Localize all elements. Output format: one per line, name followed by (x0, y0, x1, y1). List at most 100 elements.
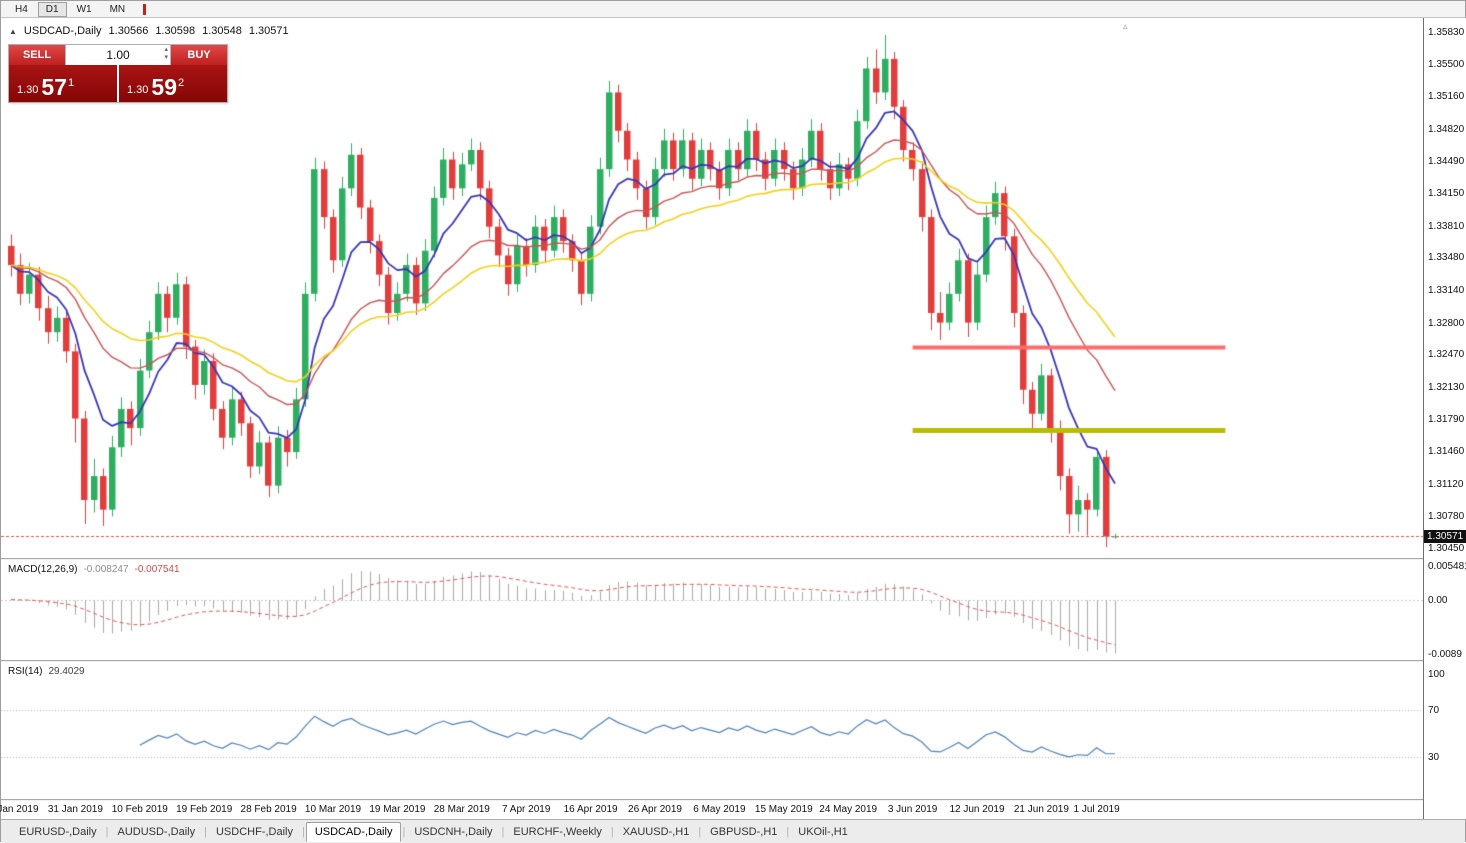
date-label: 22 Jan 2019 (0, 804, 39, 815)
macd-title: MACD(12,26,9) (8, 564, 78, 575)
tab-eurchf-weekly[interactable]: EURCHF-,Weekly (513, 825, 602, 838)
price-tick: 1.31790 (1428, 414, 1465, 426)
date-label: 7 Apr 2019 (502, 804, 551, 815)
rsi-indicator-label: RSI(14) 29.4029 (8, 666, 85, 677)
date-label: 24 May 2019 (819, 804, 878, 815)
price-tick: 1.32800 (1428, 317, 1465, 329)
one-click-trading-panel: SELL 1.00 ▴ ▾ BUY 1.30 57 1 1.30 (8, 44, 228, 103)
rsi-value: 29.4029 (48, 666, 85, 677)
buy-price-prefix: 1.30 (127, 84, 149, 96)
tab-usdcad-daily[interactable]: USDCAD-,Daily (305, 821, 402, 842)
date-label: 28 Mar 2019 (433, 804, 490, 815)
price-tick: 1.33140 (1428, 285, 1465, 296)
price-tick: 1.31460 (1428, 446, 1465, 458)
pane-separator[interactable] (1, 660, 1466, 662)
date-label: 10 Mar 2019 (304, 804, 362, 815)
price-tick: 1.31120 (1428, 478, 1464, 490)
date-label: 26 Apr 2019 (628, 804, 682, 815)
price-tick: 1.34820 (1428, 123, 1465, 135)
tab-xauusd-h1[interactable]: XAUUSD-,H1 (622, 825, 690, 838)
volume-field[interactable]: 1.00 ▴ ▾ (65, 45, 171, 65)
sell-price-prefix: 1.30 (17, 84, 39, 96)
price-tick: 1.34490 (1428, 155, 1465, 167)
price-tick: 1.30450 (1428, 543, 1465, 554)
tab-separator: | (105, 825, 109, 838)
rsi-axis-label: 30 (1428, 752, 1440, 764)
chart-symbol-label: USDCAD-,Daily (23, 25, 102, 37)
chart-region: ▲ USDCAD-,Daily 1.30566 1.30598 1.30548 … (0, 18, 1466, 819)
macd-indicator-canvas[interactable] (1, 560, 1423, 660)
tab-separator: | (402, 825, 406, 838)
volume-value[interactable]: 1.00 (106, 48, 130, 62)
volume-up-icon[interactable]: ▴ (164, 46, 168, 53)
chart-title: ▲ USDCAD-,Daily 1.30566 1.30598 1.30548 … (9, 25, 289, 37)
tab-audusd-daily[interactable]: AUDUSD-,Daily (117, 825, 196, 838)
date-label: 3 Jun 2019 (887, 804, 938, 815)
price-tick: 1.33480 (1428, 252, 1465, 264)
pane-separator[interactable] (1, 558, 1466, 560)
rsi-axis-label: 100 (1428, 669, 1445, 680)
date-label: 16 Apr 2019 (563, 804, 618, 815)
tab-eurusd-daily[interactable]: EURUSD-,Daily (19, 825, 97, 838)
macd-indicator-label: MACD(12,26,9) -0.008247 -0.007541 (8, 564, 180, 575)
timeframe-toolbar: H4 D1 W1 MN (1, 1, 1465, 18)
ohlc-low-value: 1.30548 (202, 25, 242, 37)
date-label: 6 May 2019 (693, 804, 746, 815)
price-axis[interactable]: 1.30571 1.35830 1.35500 1.35160 1.34820 1.34… (1423, 18, 1466, 819)
tab-separator: | (786, 825, 790, 838)
tab-separator: | (698, 825, 702, 838)
tab-separator: | (301, 825, 305, 838)
buy-price-box[interactable]: 1.30 59 2 (119, 65, 227, 102)
sell-button[interactable]: SELL (9, 45, 65, 65)
date-label: 31 Jan 2019 (47, 804, 103, 815)
ohlc-high-value: 1.30598 (155, 25, 196, 37)
timeframe-button-w1[interactable]: W1 (76, 3, 92, 15)
tab-usdcnh-daily[interactable]: USDCNH-,Daily (414, 825, 493, 838)
macd-axis-label: 0.005481 (1428, 561, 1466, 572)
symbol-triangle-icon: ▲ (9, 26, 17, 36)
date-axis[interactable]: 22 Jan 2019 31 Jan 2019 10 Feb 2019 19 Feb … (0, 801, 1423, 819)
tab-separator: | (501, 825, 505, 838)
macd-axis-label: -0.0089 (1428, 649, 1462, 660)
pane-separator (1, 799, 1466, 801)
tab-gbpusd-h1[interactable]: GBPUSD-,H1 (710, 825, 778, 838)
tab-usdchf-daily[interactable]: USDCHF-,Daily (215, 825, 293, 838)
date-label: 12 Jun 2019 (949, 804, 1005, 815)
buy-button[interactable]: BUY (171, 45, 227, 65)
timeframe-button-mn[interactable]: MN (109, 3, 126, 15)
chart-shift-marker-icon[interactable]: ▵ (1123, 21, 1128, 31)
buy-price-big-digits: 59 (151, 74, 178, 100)
macd-axis-label: 0.00 (1428, 594, 1448, 606)
current-price-badge: 1.30571 (1424, 530, 1466, 544)
date-label: 10 Feb 2019 (111, 804, 168, 815)
price-tick: 1.34150 (1428, 188, 1465, 200)
toolbar-red-separator (143, 3, 147, 15)
tab-ukoil-h1[interactable]: UKOil-,H1 (798, 825, 848, 838)
buy-price-pipette: 2 (178, 77, 185, 89)
ohlc-open-value: 1.30566 (108, 25, 149, 37)
date-label: 19 Feb 2019 (176, 804, 233, 815)
sell-price-pipette: 1 (68, 77, 75, 89)
timeframe-button-h4[interactable]: H4 (15, 3, 28, 15)
rsi-axis-label: 70 (1428, 704, 1440, 716)
rsi-title: RSI(14) (8, 666, 43, 677)
timeframe-button-d1[interactable]: D1 (37, 1, 67, 17)
price-tick: 1.32130 (1428, 381, 1465, 393)
price-tick: 1.35830 (1428, 27, 1465, 38)
date-label: 28 Feb 2019 (240, 804, 297, 815)
price-tick: 1.33810 (1428, 220, 1465, 232)
date-label: 15 May 2019 (754, 804, 813, 815)
tab-separator: | (610, 825, 614, 838)
macd-main-value: -0.008247 (83, 564, 129, 575)
rsi-indicator-canvas[interactable] (1, 662, 1423, 799)
date-label: 1 Jul 2019 (1073, 804, 1120, 815)
timeframe-buttons: H4 D1 W1 MN (7, 1, 135, 17)
chart-tab-bar: EURUSD-,Daily | AUDUSD-,Daily | USDCHF-,Dail… (1, 819, 1465, 843)
price-tick: 1.35160 (1428, 91, 1465, 103)
sell-price-box[interactable]: 1.30 57 1 (9, 65, 117, 102)
main-price-chart-canvas[interactable] (1, 18, 1423, 558)
volume-down-icon[interactable]: ▾ (164, 54, 168, 61)
macd-signal-value: -0.007541 (134, 564, 180, 575)
volume-spinner: ▴ ▾ (164, 46, 168, 62)
